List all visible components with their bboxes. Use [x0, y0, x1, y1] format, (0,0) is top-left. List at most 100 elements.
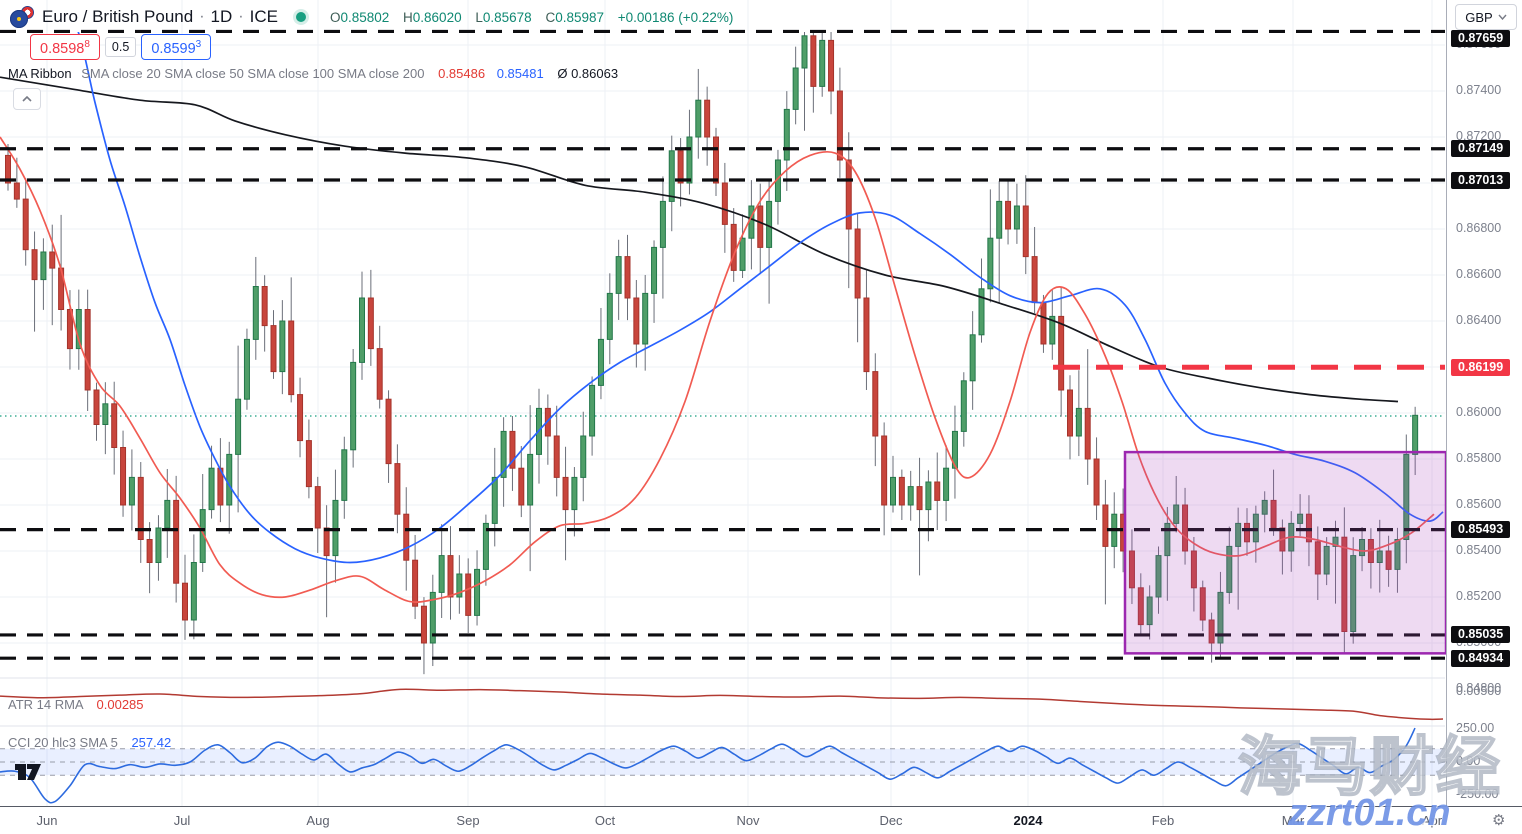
chevron-up-icon [22, 96, 32, 102]
price-tick-label: 0.85600 [1456, 497, 1502, 511]
price-tick-label: 0.86400 [1456, 313, 1502, 327]
candle-body [1323, 545, 1330, 575]
candle-body [1244, 522, 1250, 543]
candle-body [783, 108, 790, 161]
range-highlight-box[interactable] [1123, 450, 1446, 655]
candle-body [969, 334, 976, 382]
chevron-down-icon [1498, 14, 1507, 20]
price-level-chip: 0.86199 [1451, 358, 1511, 376]
indicator-scale-label: -250.00 [1456, 787, 1499, 801]
candle-body [288, 320, 295, 396]
candle-body [1137, 587, 1144, 626]
candle-body [1102, 504, 1109, 547]
market-status-icon[interactable] [295, 12, 306, 22]
candle-body [1155, 555, 1162, 598]
candle-body [1261, 499, 1268, 515]
separator-dot: · [199, 8, 205, 25]
candle-body [500, 430, 507, 478]
time-axis-label: Nov [736, 813, 760, 828]
candle-body [1376, 550, 1383, 563]
candle-body [801, 35, 808, 69]
ohlc-readout: O0.85802 H0.86020 L0.85678 C0.85987 +0.0… [329, 9, 734, 25]
candle-body [429, 591, 436, 644]
candle-body [1190, 550, 1197, 589]
candle-body [615, 256, 622, 294]
candle-body [713, 136, 719, 184]
candle-body [659, 200, 666, 248]
candle-body [403, 513, 410, 561]
candle-body [730, 223, 737, 271]
candle-body [235, 398, 242, 455]
candle-body [1040, 302, 1047, 345]
candle-body [1022, 205, 1029, 258]
sell-button[interactable]: 0.85988 [30, 34, 100, 60]
buy-button[interactable]: 0.85993 [141, 34, 212, 60]
candle-body [544, 407, 551, 437]
candle-body [624, 256, 631, 299]
cci-legend[interactable]: CCI 20 hlc3 SMA 5 257.42 [8, 735, 171, 750]
candle-body [447, 555, 454, 598]
ma-ribbon-legend[interactable]: MA Ribbon SMA close 20 SMA close 50 SMA … [8, 66, 618, 81]
candle-body [854, 228, 861, 299]
candle-body [597, 338, 604, 386]
candle-body [987, 237, 994, 290]
candle-body [13, 182, 20, 200]
candle-body [474, 568, 481, 616]
price-chart-canvas[interactable] [0, 0, 1446, 806]
price-tick-label: 0.87200 [1456, 129, 1502, 143]
price-tick-label: 0.86800 [1456, 221, 1502, 235]
candle-body [190, 562, 197, 621]
candle-body [527, 453, 534, 506]
candle-body [898, 476, 905, 506]
candle-body [5, 154, 11, 184]
price-tick-label: 0.85800 [1456, 451, 1502, 465]
symbol-title[interactable]: Euro / British Pound [42, 7, 194, 26]
time-axis-label: Dec [879, 813, 903, 828]
candle-body [279, 320, 286, 373]
candle-body [881, 435, 888, 506]
candle-body [1297, 513, 1304, 524]
candle-body [1031, 256, 1038, 304]
atr-value: 0.00285 [96, 697, 144, 712]
indicator-scale-label: 0.00500 [1456, 684, 1502, 698]
time-axis[interactable]: Jun Jul Aug Sep Oct Nov Dec 2024 Feb Mar Apr ⚙ [0, 806, 1522, 834]
candle-body [359, 297, 365, 363]
candle-body [704, 99, 711, 138]
sma50-line [77, 32, 1444, 564]
candle-body [1049, 315, 1056, 345]
exchange-label[interactable]: ICE [249, 7, 278, 26]
price-scale[interactable]: GBP 0.876000.874000.872000.870000.868000… [1446, 0, 1522, 806]
candle-body [102, 403, 109, 425]
candle-body [686, 136, 693, 184]
candle-body [456, 573, 463, 598]
ma-ribbon-params: SMA close 20 SMA close 50 SMA close 100 … [81, 66, 425, 81]
candle-body [562, 476, 569, 511]
candle-body [1075, 407, 1082, 437]
tradingview-logo[interactable] [14, 758, 46, 787]
currency-unit-dropdown[interactable]: GBP [1455, 4, 1517, 30]
axis-settings-gear-icon[interactable]: ⚙ [1492, 812, 1506, 829]
candle-body [128, 476, 135, 506]
candle-body [1332, 536, 1339, 547]
price-tick-label: 0.85400 [1456, 543, 1502, 557]
candle-body [314, 486, 321, 529]
candle-body [872, 371, 879, 437]
time-axis-label: Jul [173, 813, 191, 828]
atr-line [0, 688, 1444, 721]
collapse-panel-button[interactable] [13, 88, 41, 110]
candle-body [261, 286, 268, 327]
currency-pair-icon [10, 6, 34, 28]
indicator-scale-label: 250.00 [1456, 721, 1495, 735]
candle-body [376, 348, 383, 400]
tradingview-logo-icon [15, 764, 41, 780]
candle-body [978, 288, 985, 336]
timeframe-label[interactable]: 1D [210, 7, 233, 26]
candle-body [438, 555, 445, 593]
atr-legend[interactable]: ATR 14 RMA 0.00285 [8, 697, 144, 712]
candle-body [1235, 522, 1242, 547]
candle-body [651, 246, 658, 294]
candle-body [509, 430, 516, 469]
candle-body [385, 398, 392, 465]
candle-body [518, 467, 525, 506]
candle-body [49, 251, 56, 269]
